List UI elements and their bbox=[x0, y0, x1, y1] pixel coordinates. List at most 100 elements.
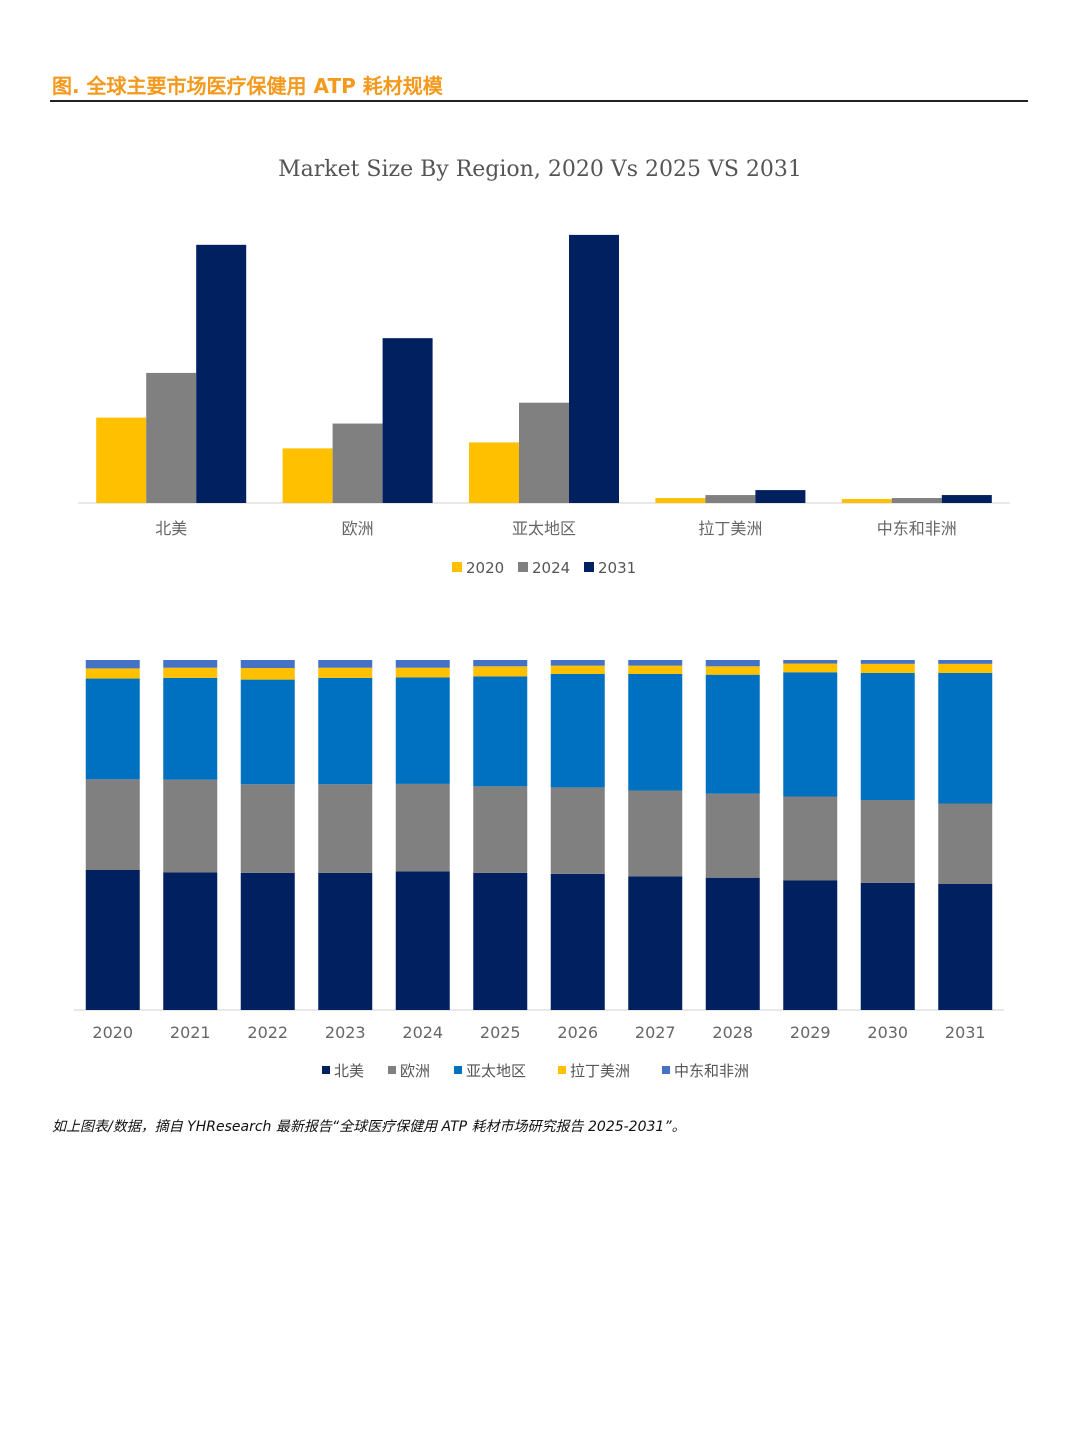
stack-4-2029 bbox=[783, 660, 838, 664]
stack-3-2026 bbox=[550, 665, 605, 674]
x-tick-label: 2026 bbox=[557, 1023, 598, 1042]
legend-label-2024: 2024 bbox=[532, 559, 570, 577]
stack-1-2026 bbox=[550, 787, 605, 874]
bar-2031-4 bbox=[941, 495, 992, 503]
figure-title: 图. 全球主要市场医疗保健用 ATP 耗材规模 bbox=[52, 74, 443, 98]
stack-2-2020 bbox=[85, 678, 140, 780]
stack-0-2027 bbox=[628, 876, 683, 1010]
legend-label-4: 中东和非洲 bbox=[674, 1062, 749, 1080]
stack-3-2023 bbox=[318, 667, 373, 678]
stack-2-2029 bbox=[783, 672, 838, 797]
stack-0-2026 bbox=[550, 873, 605, 1010]
stack-1-2029 bbox=[783, 796, 838, 881]
stack-4-2020 bbox=[85, 660, 140, 669]
legend-label-2020: 2020 bbox=[466, 559, 504, 577]
bar-2031-1 bbox=[382, 338, 433, 503]
stack-0-2031 bbox=[938, 884, 993, 1010]
x-tick-label: 北美 bbox=[155, 519, 187, 538]
legend-label-3: 拉丁美洲 bbox=[570, 1062, 630, 1080]
regional-share-stacked-chart: 2020 2021 2022 2023 2024 2025 2026 2027 2028 2029… bbox=[74, 660, 1004, 1080]
stack-1-2023 bbox=[318, 784, 373, 873]
x-tick-label: 2021 bbox=[170, 1023, 211, 1042]
stack-0-2029 bbox=[783, 880, 838, 1010]
stack-2-2031 bbox=[938, 672, 993, 804]
legend-swatch-2031 bbox=[584, 562, 594, 572]
stack-1-2020 bbox=[85, 779, 140, 870]
stack-2-2028 bbox=[705, 674, 760, 794]
stack-4-2030 bbox=[860, 660, 915, 664]
x-tick-label: 2025 bbox=[480, 1023, 521, 1042]
stack-4-2025 bbox=[473, 660, 528, 667]
x-tick-label: 2020 bbox=[92, 1023, 133, 1042]
stack-0-2022 bbox=[240, 872, 295, 1010]
legend-label-1: 欧洲 bbox=[400, 1062, 430, 1080]
stack-4-2023 bbox=[318, 660, 373, 668]
stack-3-2030 bbox=[860, 663, 915, 673]
x-tick-label: 2022 bbox=[247, 1023, 288, 1042]
x-tick-label: 亚太地区 bbox=[512, 519, 576, 538]
stack-4-2031 bbox=[938, 660, 993, 664]
legend-swatch-2 bbox=[454, 1066, 462, 1074]
x-tick-label: 2029 bbox=[790, 1023, 831, 1042]
bar-2020-0 bbox=[96, 417, 147, 503]
bar-2024-2 bbox=[519, 402, 569, 503]
x-tick-label: 中东和非洲 bbox=[877, 519, 957, 538]
stack-1-2025 bbox=[473, 786, 528, 873]
stack-3-2027 bbox=[628, 665, 683, 674]
stack-2-2027 bbox=[628, 674, 683, 791]
stack-4-2026 bbox=[550, 660, 605, 666]
x-tick-label: 2031 bbox=[945, 1023, 986, 1042]
stack-3-2022 bbox=[240, 668, 295, 680]
stack-0-2024 bbox=[395, 871, 450, 1010]
bar-2031-0 bbox=[196, 244, 247, 503]
legend-label-0: 北美 bbox=[334, 1062, 364, 1080]
x-tick-label: 2028 bbox=[712, 1023, 753, 1042]
legend-swatch-3 bbox=[558, 1066, 566, 1074]
stack-2-2030 bbox=[860, 672, 915, 800]
stack-0-2028 bbox=[705, 877, 760, 1010]
stack-1-2022 bbox=[240, 784, 295, 873]
stack-1-2030 bbox=[860, 800, 915, 883]
stack-2-2023 bbox=[318, 677, 373, 785]
stack-0-2025 bbox=[473, 872, 528, 1010]
regional-market-size-chart: Market Size By Region, 2020 Vs 2025 VS 2… bbox=[78, 157, 1010, 577]
stack-1-2027 bbox=[628, 790, 683, 877]
source-note: 如上图表/数据，摘自 YHResearch 最新报告“全球医疗保健用 ATP 耗… bbox=[52, 1119, 686, 1135]
stack-1-2021 bbox=[163, 779, 218, 873]
bar-2024-3 bbox=[705, 495, 756, 503]
stack-2-2025 bbox=[473, 676, 528, 787]
x-tick-label: 拉丁美洲 bbox=[698, 519, 762, 538]
legend-label-2031: 2031 bbox=[598, 559, 636, 577]
x-tick-label: 欧洲 bbox=[342, 519, 374, 538]
stack-0-2020 bbox=[85, 870, 140, 1010]
stack-0-2021 bbox=[163, 872, 218, 1010]
legend-swatch-2020 bbox=[452, 562, 462, 572]
stack-3-2025 bbox=[473, 666, 528, 677]
bar-2020-1 bbox=[282, 448, 333, 503]
stack-2-2026 bbox=[550, 674, 605, 788]
stack-3-2028 bbox=[705, 666, 760, 675]
legend-swatch-1 bbox=[388, 1066, 396, 1074]
bar-2020-2 bbox=[469, 442, 519, 503]
legend-swatch-0 bbox=[322, 1066, 330, 1074]
stack-4-2022 bbox=[240, 660, 295, 669]
x-tick-label: 2030 bbox=[867, 1023, 908, 1042]
stack-4-2027 bbox=[628, 660, 683, 666]
stack-3-2021 bbox=[163, 667, 218, 678]
x-tick-label: 2024 bbox=[402, 1023, 443, 1042]
bar-2020-4 bbox=[841, 499, 892, 503]
stack-3-2024 bbox=[395, 667, 450, 678]
legend-label-2: 亚太地区 bbox=[466, 1062, 526, 1080]
stack-4-2028 bbox=[705, 660, 760, 667]
legend-swatch-2024 bbox=[518, 562, 528, 572]
stack-0-2023 bbox=[318, 872, 373, 1010]
bar-2024-4 bbox=[891, 498, 942, 503]
stack-3-2020 bbox=[85, 668, 140, 679]
chart-title: Market Size By Region, 2020 Vs 2025 VS 2… bbox=[278, 157, 802, 182]
x-tick-label: 2027 bbox=[635, 1023, 676, 1042]
stack-4-2021 bbox=[163, 660, 218, 668]
title-rule bbox=[50, 100, 1028, 102]
stack-0-2030 bbox=[860, 882, 915, 1010]
bar-2031-2 bbox=[569, 234, 619, 503]
legend-swatch-4 bbox=[662, 1066, 670, 1074]
